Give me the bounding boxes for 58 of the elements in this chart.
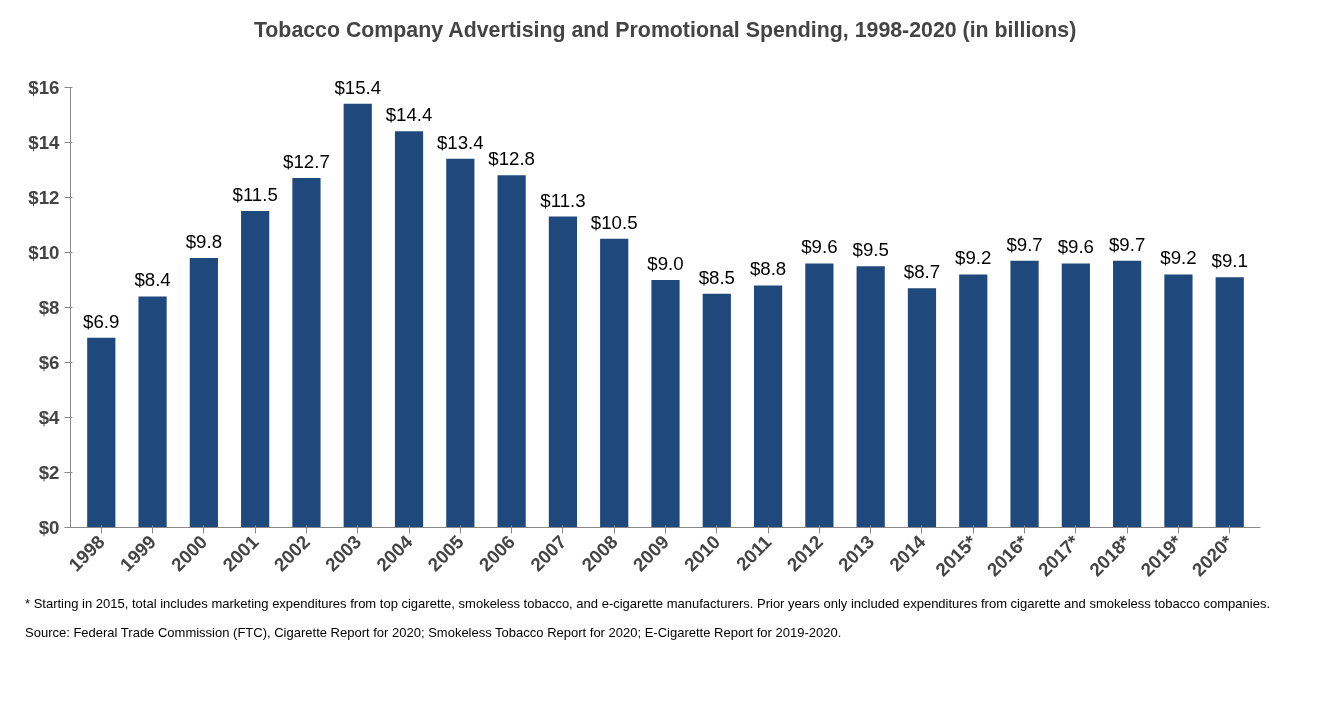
data-label: $13.4 (436, 131, 484, 153)
data-label: $8.7 (903, 261, 941, 283)
data-label: $8.4 (134, 269, 171, 291)
y-tick-label: $6 (38, 351, 60, 373)
y-tick-label: $10 (28, 241, 60, 263)
data-label: $6.9 (83, 310, 120, 332)
bar (497, 175, 526, 528)
bar (959, 274, 988, 528)
source-note: Source: Federal Trade Commission (FTC), Cigarette Report for 2020; Smokeless Tobacco Report for 2020; E-Cigarette Report for 2019-2020. (25, 623, 842, 642)
bar (548, 216, 578, 528)
bar (1061, 263, 1090, 528)
bar (446, 158, 475, 528)
data-label: $11.3 (540, 189, 586, 211)
bar (241, 211, 270, 528)
data-label: $9.0 (647, 252, 684, 274)
data-label: $9.2 (1160, 247, 1197, 269)
bar (702, 293, 731, 528)
bar (753, 285, 783, 528)
bar (856, 266, 885, 528)
bar (394, 131, 424, 528)
chart-title: Tobacco Company Advertising and Promotional Spending, 1998-2020 (in billions) (253, 17, 1077, 42)
y-tick-label: $12 (28, 186, 60, 208)
data-label: $9.7 (1006, 233, 1043, 255)
data-label: $10.5 (590, 211, 638, 233)
data-label: $9.5 (852, 239, 889, 261)
y-tick-label: $14 (28, 131, 61, 153)
y-tick-label: $16 (28, 76, 60, 98)
bar (805, 263, 834, 528)
bar (1215, 277, 1244, 528)
bar (292, 178, 321, 528)
data-label: $9.6 (801, 236, 838, 258)
data-label: $9.1 (1211, 250, 1248, 272)
data-label: $14.4 (385, 104, 433, 126)
y-tick-label: $8 (38, 296, 60, 318)
data-label: $9.2 (955, 247, 992, 269)
y-tick-label: $4 (38, 406, 61, 428)
bar (189, 257, 218, 528)
bar (651, 279, 680, 528)
data-label: $9.6 (1057, 236, 1094, 258)
data-label: $8.8 (749, 258, 787, 280)
data-label: $12.8 (488, 148, 535, 170)
bar (600, 238, 629, 528)
bar (1164, 274, 1193, 528)
bar (907, 288, 937, 528)
data-label: $11.5 (232, 184, 278, 206)
y-tick-label: $2 (38, 461, 60, 483)
text: * Starting in 2015, total includes marketing expenditures from top cigarette, smokeless tobacco, and e-cigarette manufacturers. Prior years only included expenditures from cigarette and smokeless tobacco companies. (25, 595, 1271, 613)
data-label: $9.7 (1108, 233, 1146, 255)
bar (343, 103, 372, 528)
data-label: $8.5 (698, 266, 735, 288)
data-label: $12.7 (283, 151, 330, 173)
bar (1010, 260, 1039, 528)
y-tick-label: $0 (38, 517, 60, 538)
bar (138, 296, 167, 528)
bar (1113, 260, 1142, 528)
bar (87, 337, 116, 528)
data-label: $15.4 (334, 76, 382, 98)
data-label: $9.8 (185, 230, 223, 252)
